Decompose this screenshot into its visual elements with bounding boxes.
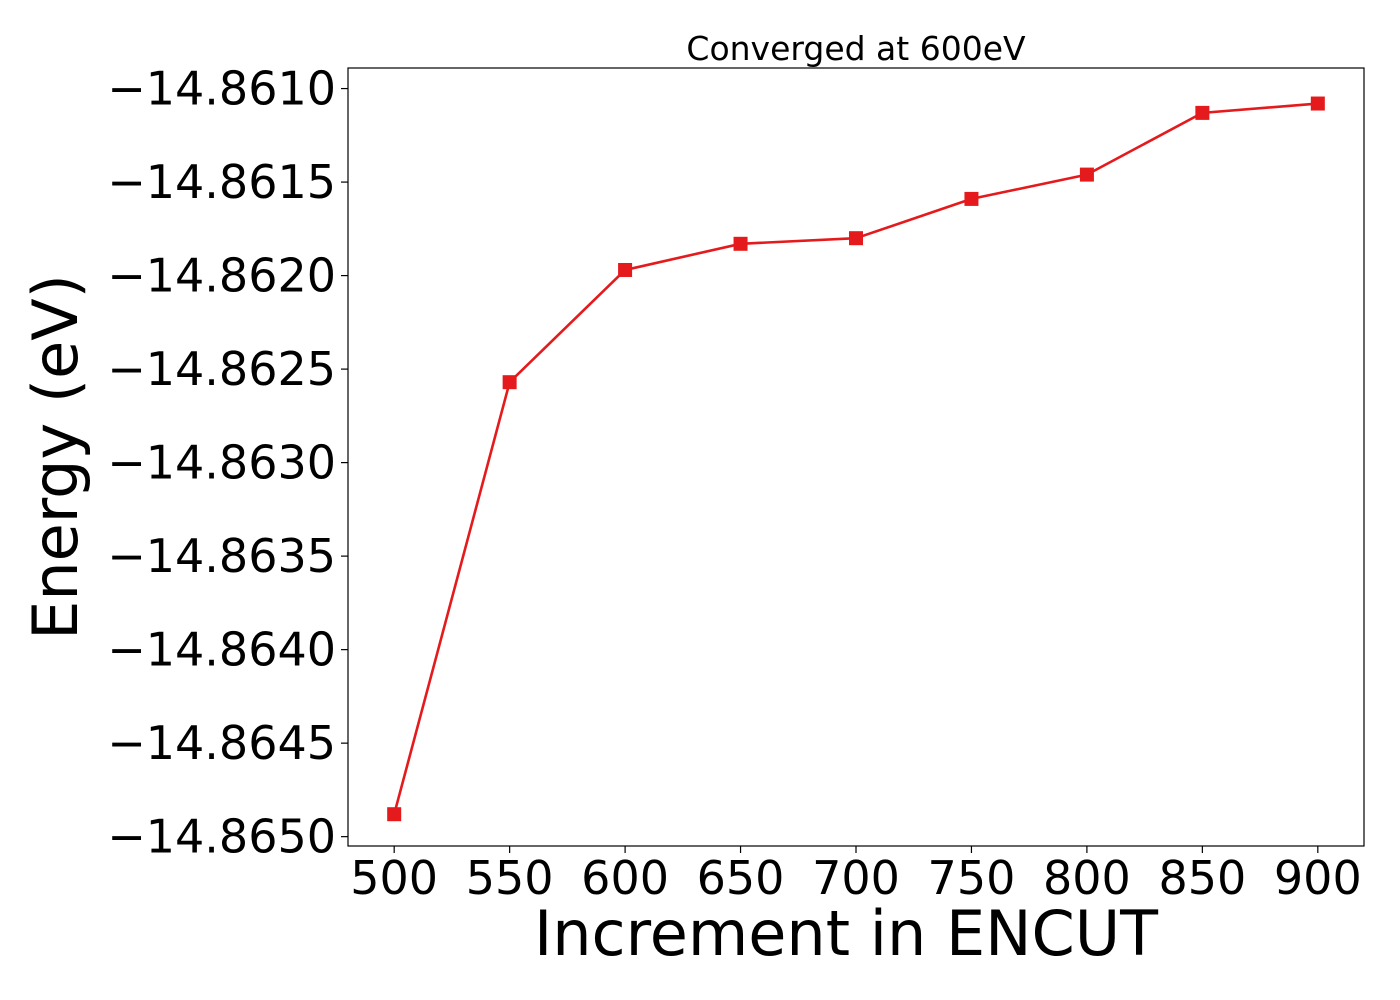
y-tick-label: −14.8610	[107, 62, 336, 116]
plot-area	[347, 67, 1365, 847]
x-tick-label: 750	[928, 851, 1016, 905]
y-tick-label: −14.8650	[107, 810, 336, 864]
data-point-marker	[387, 807, 402, 822]
y-tick-label: −14.8620	[107, 249, 336, 303]
data-point-marker	[1310, 96, 1325, 111]
chart-title: Converged at 600eV	[686, 29, 1026, 68]
data-point-marker	[1079, 167, 1094, 182]
x-tick-label: 500	[350, 851, 438, 905]
series-line	[392, 102, 1318, 815]
y-tick-label: −14.8615	[107, 155, 336, 209]
plot-frame	[347, 67, 1365, 847]
x-axis-label: Increment in ENCUT	[534, 897, 1159, 970]
x-axis: 500 550 600 650 700 750 800 850 900	[350, 846, 1362, 905]
y-tick-label: −14.8635	[107, 529, 336, 583]
data-point-marker	[733, 236, 748, 251]
data-point-marker	[1195, 105, 1210, 120]
data-point-marker	[964, 191, 979, 206]
series-layer	[387, 96, 1325, 822]
x-tick-label: 600	[581, 851, 669, 905]
y-axis: −14.8610 −14.8615 −14.8620 −14.8625 −14.8630…	[107, 62, 348, 864]
x-tick-label: 900	[1274, 851, 1362, 905]
x-tick-label: 800	[1043, 851, 1131, 905]
x-tick-label: 650	[697, 851, 785, 905]
y-tick-label: −14.8640	[107, 623, 336, 677]
y-tick-label: −14.8645	[107, 716, 336, 770]
x-tick-label: 550	[466, 851, 554, 905]
y-tick-label: −14.8625	[107, 342, 336, 396]
y-tick-label: −14.8630	[107, 436, 336, 490]
data-point-marker	[849, 231, 863, 246]
y-axis-label: Energy (eV)	[19, 274, 92, 640]
data-point-marker	[502, 375, 517, 390]
x-tick-label: 850	[1158, 851, 1246, 905]
data-point-marker	[618, 262, 633, 277]
x-tick-label: 700	[812, 851, 900, 905]
